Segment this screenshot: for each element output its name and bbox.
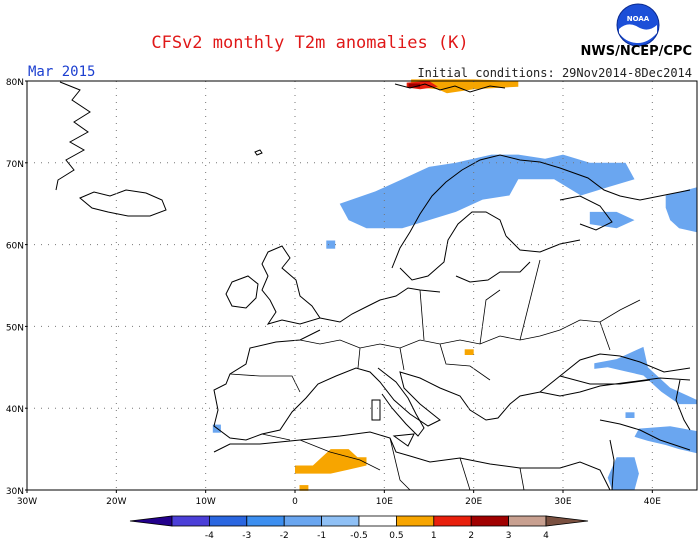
colorbar-box bbox=[321, 515, 360, 527]
colorbar-tick-label: -1 bbox=[317, 531, 326, 541]
italy-coast bbox=[377, 367, 425, 437]
lon-label: 30W bbox=[17, 497, 37, 507]
colorbar-box bbox=[508, 515, 547, 527]
lon-label: 0 bbox=[292, 497, 298, 507]
initial-conditions: Initial conditions: 29Nov2014-8Dec2014 bbox=[417, 66, 692, 80]
noaa-logo: NOAA bbox=[616, 3, 660, 47]
scandinavia-coast bbox=[391, 154, 691, 269]
anomaly-scandinavia-cold bbox=[339, 154, 635, 229]
britain-coast bbox=[261, 245, 321, 325]
lon-label: 20E bbox=[465, 497, 482, 507]
caspian-coast bbox=[675, 379, 691, 431]
colorbar-tick-label: 3 bbox=[506, 531, 512, 541]
anomaly-caspian-cold bbox=[625, 412, 635, 418]
colorbar-tick-label: 1 bbox=[431, 531, 437, 541]
anomaly-svalbard-warm bbox=[411, 79, 519, 94]
anomaly-turkey-east-cold bbox=[634, 426, 697, 454]
forecast-month: Mar 2015 bbox=[28, 64, 96, 80]
anomaly-morocco-warm bbox=[299, 485, 309, 491]
lat-label: 80N bbox=[6, 78, 24, 88]
logo-text: NOAA bbox=[627, 15, 650, 23]
lat-label: 50N bbox=[6, 323, 24, 333]
ireland-coast bbox=[225, 275, 259, 309]
graticule bbox=[27, 81, 697, 490]
anomaly-algeria-warm bbox=[295, 449, 367, 474]
colorbar-tick-label: -4 bbox=[205, 531, 214, 541]
lon-label: 10E bbox=[376, 497, 393, 507]
svalbard-coast bbox=[394, 83, 506, 93]
jan-mayen-coast bbox=[254, 149, 263, 156]
greenland-coast bbox=[55, 81, 91, 191]
colorbar-tick-label: 4 bbox=[543, 531, 549, 541]
lat-label: 70N bbox=[6, 160, 24, 170]
colorbar-box bbox=[208, 515, 248, 527]
sardinia-coast bbox=[371, 399, 381, 421]
europe-coast bbox=[213, 287, 691, 441]
colorbar-tick-label: -2 bbox=[280, 531, 289, 541]
sicily-coast bbox=[392, 433, 415, 447]
anomaly-layer bbox=[212, 79, 697, 491]
anomaly-russia-ne-cold bbox=[589, 211, 635, 229]
colorbar-box bbox=[246, 515, 285, 527]
sweden-coast bbox=[399, 211, 507, 281]
anomaly-black-sea-cold bbox=[594, 346, 697, 405]
colorbar-box bbox=[470, 515, 510, 527]
lat-label: 60N bbox=[6, 242, 24, 252]
colorbar-box bbox=[283, 515, 323, 527]
coastline-layer bbox=[55, 81, 691, 491]
map-frame bbox=[26, 80, 698, 491]
colorbar: -4 -3 -2 -1 -0.5 0.5 1 2 3 4 bbox=[129, 515, 589, 541]
lon-label: 20W bbox=[106, 497, 126, 507]
colorbar-max-arrow bbox=[545, 515, 589, 527]
agency-label: NWS/NCEP/CPC bbox=[580, 44, 692, 59]
chart-title: CFSv2 monthly T2m anomalies (K) bbox=[151, 33, 469, 53]
anomaly-urals-cold bbox=[665, 187, 697, 233]
colorbar-box bbox=[358, 515, 397, 527]
colorbar-tick-label: -0.5 bbox=[350, 531, 368, 541]
lon-label: 10W bbox=[195, 497, 215, 507]
anomaly-levant-cold bbox=[607, 457, 639, 490]
baltic-coast bbox=[455, 235, 581, 283]
colorbar-box bbox=[171, 515, 210, 527]
black-sea-coast bbox=[539, 353, 691, 393]
noaa-logo-graphic: NOAA bbox=[616, 3, 660, 47]
anomaly-hungary-warm bbox=[464, 349, 474, 355]
iceland-coast bbox=[79, 189, 167, 217]
lon-label: 30E bbox=[554, 497, 571, 507]
longitude-labels: 30W 20W 10W 0 10E 20E 30E 40E bbox=[17, 490, 661, 507]
colorbar-tick-label: -3 bbox=[242, 531, 251, 541]
lon-label: 40E bbox=[644, 497, 661, 507]
anomaly-norway-coast-cold bbox=[326, 240, 336, 249]
lat-label: 40N bbox=[6, 405, 24, 415]
lat-label: 30N bbox=[6, 487, 24, 497]
colorbar-box bbox=[395, 515, 435, 527]
country-borders bbox=[229, 259, 641, 491]
colorbar-tick-label: 2 bbox=[468, 531, 474, 541]
levant-coast bbox=[599, 419, 691, 491]
white-sea-coast bbox=[559, 195, 613, 231]
colorbar-tick-label: 0.5 bbox=[389, 531, 403, 541]
colorbar-box bbox=[433, 515, 472, 527]
colorbar-min-arrow bbox=[129, 515, 173, 527]
north-africa-coast bbox=[213, 431, 611, 491]
latitude-labels: 80N 70N 60N 50N 40N 30N bbox=[6, 78, 27, 497]
